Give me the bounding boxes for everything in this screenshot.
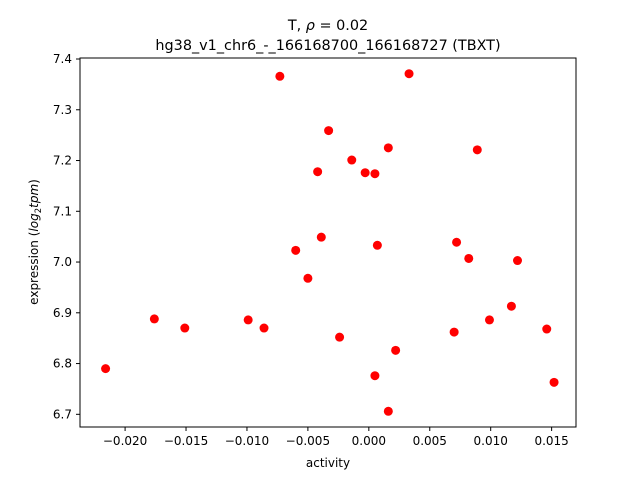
y-tick-label: 7.4: [53, 52, 72, 66]
y-tick-label: 7.3: [53, 103, 72, 117]
data-point: [324, 126, 334, 136]
x-tick-label: −0.005: [286, 434, 330, 448]
data-point: [243, 315, 253, 325]
y-tick-label: 7.0: [53, 255, 72, 269]
ylabel-suffix: ): [27, 179, 41, 184]
data-point: [404, 69, 414, 79]
axes-frame: [79, 57, 577, 428]
data-point: [370, 169, 380, 179]
data-point: [549, 377, 559, 387]
x-tick-label: −0.020: [103, 434, 147, 448]
y-tick-label: 6.8: [53, 357, 72, 371]
data-point: [472, 145, 482, 155]
data-point: [180, 323, 190, 333]
x-tick-label: −0.015: [164, 434, 208, 448]
data-point: [316, 232, 326, 242]
data-point: [506, 301, 516, 311]
data-point: [372, 240, 382, 250]
x-axis-label: activity: [306, 456, 350, 470]
x-tick-label: 0.015: [534, 434, 568, 448]
data-point: [347, 155, 357, 165]
y-tick-label: 7.2: [53, 154, 72, 168]
data-point: [383, 406, 393, 416]
data-point: [335, 332, 345, 342]
data-point: [449, 327, 459, 337]
data-point: [391, 345, 401, 355]
x-tick-label: 0.000: [352, 434, 386, 448]
data-point: [313, 167, 323, 177]
title-prefix: T,: [287, 18, 306, 34]
plot-area: −0.020 −0.015 −0.010 −0.005 0.000 0.005 0.010 0…: [53, 52, 569, 448]
x-tick-label: −0.010: [225, 434, 269, 448]
data-point: [484, 315, 494, 325]
chart-title-line2: hg38_v1_chr6_-_166168700_166168727 (TBXT…: [155, 38, 500, 54]
y-axis-label: expression (log2tpm): [27, 179, 44, 305]
data-point: [383, 143, 393, 153]
data-point: [360, 168, 370, 178]
data-point: [259, 323, 269, 333]
y-tick-label: 6.9: [53, 306, 72, 320]
x-tick-label: 0.005: [413, 434, 447, 448]
data-point: [513, 256, 523, 266]
ylabel-log: log: [27, 213, 41, 232]
data-point: [101, 364, 111, 374]
y-tick-label: 6.7: [53, 407, 72, 421]
title-rho-value: = 0.02: [315, 18, 368, 34]
data-point: [291, 245, 301, 255]
ylabel-prefix: expression (: [27, 232, 41, 305]
data-point: [464, 253, 474, 263]
ylabel-tpm: tpm: [27, 184, 41, 208]
data-point: [275, 71, 285, 81]
x-tick-label: 0.010: [474, 434, 508, 448]
y-tick-label: 7.1: [53, 204, 72, 218]
data-point: [303, 273, 313, 283]
data-point: [542, 324, 552, 334]
chart-title-line1: T, ρ = 0.02: [287, 18, 368, 34]
ylabel-subscript: 2: [34, 208, 44, 213]
data-point: [149, 314, 159, 324]
title-rho-symbol: ρ: [306, 18, 315, 34]
data-point: [452, 237, 462, 247]
data-point: [370, 371, 380, 381]
